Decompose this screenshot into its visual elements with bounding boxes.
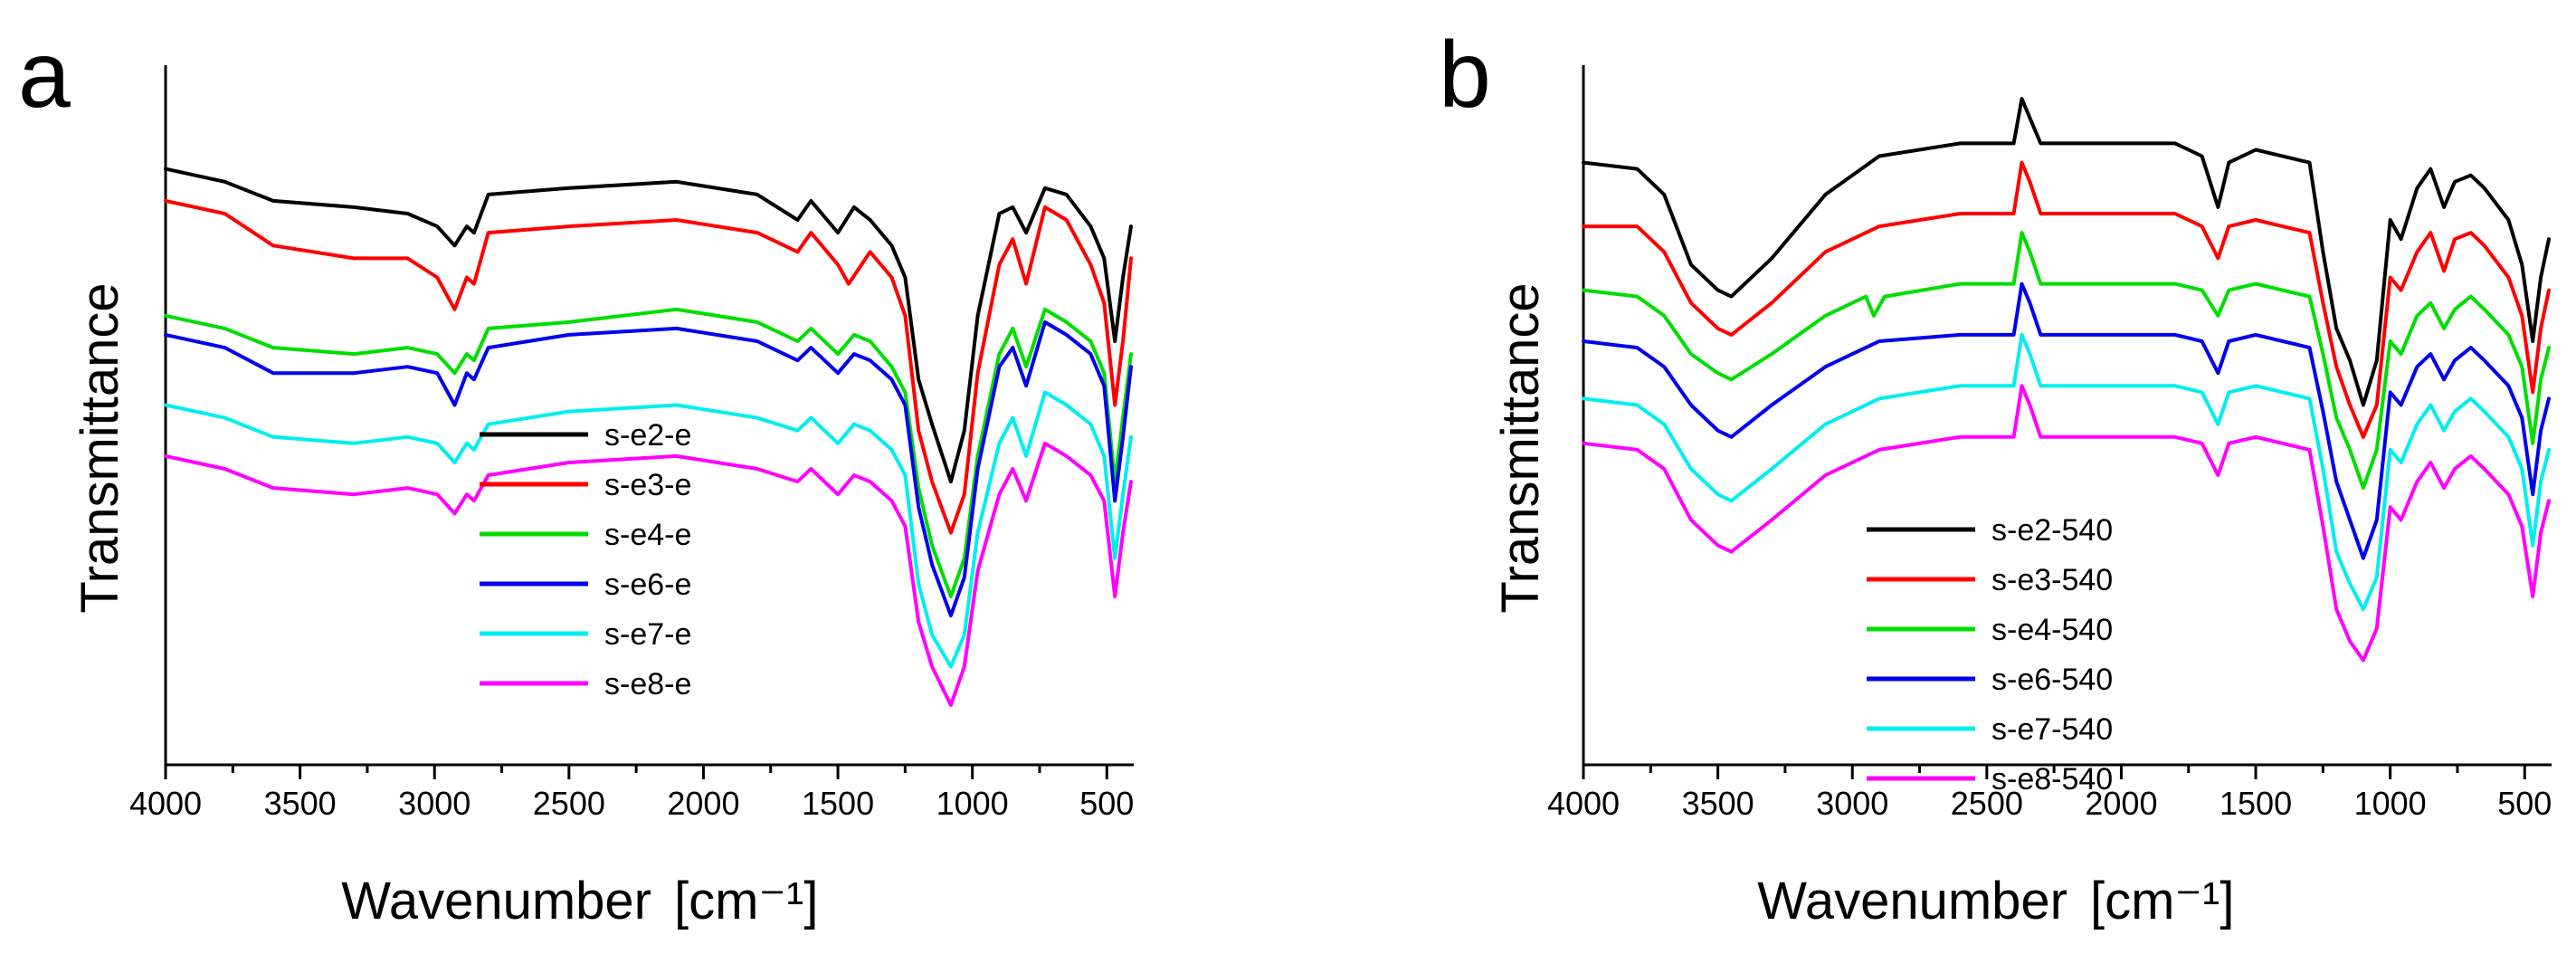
panel-a-x-tick-label: 3500: [264, 785, 337, 822]
panel-b-series-s-e3-540: [1582, 160, 2551, 439]
panel-b-series-s-e8-540: [1582, 384, 2551, 663]
panel-b-legend: s-e2-540 s-e3-540 s-e4-540 s-e6-540 s-e7-540…: [1867, 513, 2113, 797]
legend-label-s-e7-e: s-e7-e: [604, 617, 691, 652]
panel-b-series-s-e2-540: [1582, 97, 2551, 407]
panel-b: b Transmittance Wavenumber [cm⁻¹] 4000 35…: [1439, 23, 2552, 930]
panel-b-x-tick-label: 3500: [1682, 785, 1754, 822]
panel-b-series-s-e4-540: [1582, 231, 2551, 491]
legend-label-s-e8-540: s-e8-540: [1991, 762, 2113, 797]
legend-label-s-e7-540: s-e7-540: [1991, 712, 2113, 747]
panel-b-x-axis-unit: [cm⁻¹]: [2090, 872, 2234, 930]
panel-b-letter: b: [1439, 23, 1491, 128]
panel-b-plot-area: 4000 3500 3000 2500 2000 1500 1000 500s-e2-540s…: [1547, 65, 2552, 822]
legend-label-s-e6-540: s-e6-540: [1991, 663, 2113, 697]
panel-b-axes: [1582, 65, 2552, 767]
legend-label-s-e4-e: s-e4-e: [604, 518, 691, 552]
legend-label-s-e3-540: s-e3-540: [1991, 563, 2113, 597]
panel-a-x-tick-label: 500: [1079, 785, 1134, 822]
panel-a-series-s-e4-e: [164, 307, 1133, 598]
panel-b-x-tick-label: 2500: [1951, 785, 2023, 822]
panel-a-x-axis-unit: [cm⁻¹]: [674, 872, 818, 930]
panel-a-x-tick-label: 4000: [129, 785, 202, 822]
panel-b-x-tick-label: 4000: [1547, 785, 1620, 822]
panel-b-x-tick-label: 500: [2497, 785, 2552, 822]
panel-a: a Transmittance Wavenumber [cm⁻¹] 4000 35…: [18, 23, 1134, 930]
legend-label-s-e6-e: s-e6-e: [604, 568, 691, 602]
panel-b-x-tick-label: 2000: [2085, 785, 2157, 822]
panel-a-series-s-e3-e: [164, 198, 1133, 535]
panel-a-x-tick-label: 2500: [533, 785, 605, 822]
panel-a-x-tick-label: 3000: [398, 785, 471, 822]
panel-b-x-tick-label: 1500: [2220, 785, 2292, 822]
panel-a-x-tick-label: 1000: [936, 785, 1009, 822]
panel-b-series-s-e6-540: [1582, 281, 2551, 560]
legend-label-s-e2-e: s-e2-e: [604, 418, 691, 453]
panel-a-letter: a: [18, 23, 71, 128]
panel-b-x-tick-label: 3000: [1816, 785, 1888, 822]
panel-a-legend: s-e2-e s-e3-e s-e4-e s-e6-e s-e7-e s-e8-e: [480, 418, 691, 701]
panel-b-x-axis-title: Wavenumber: [1757, 872, 2067, 930]
panel-a-series-s-e6-e: [164, 320, 1133, 618]
legend-label-s-e4-540: s-e4-540: [1991, 613, 2113, 647]
panel-a-series-s-e8-e: [164, 441, 1133, 707]
panel-b-x-tick-label: 1000: [2354, 785, 2427, 822]
legend-label-s-e2-540: s-e2-540: [1991, 513, 2113, 548]
panel-a-x-tick-label: 1500: [802, 785, 874, 822]
panel-b-series-s-e7-540: [1582, 332, 2551, 612]
legend-label-s-e3-e: s-e3-e: [604, 468, 691, 502]
panel-a-plot-area: 4000 3500 3000 2500 2000 1500 1000 500s-e2-es-e…: [129, 65, 1134, 822]
panel-a-x-axis-title: Wavenumber: [341, 872, 651, 930]
panel-a-y-axis-title: Transmittance: [71, 282, 129, 613]
panel-b-y-axis-title: Transmittance: [1491, 282, 1550, 613]
panel-a-series-s-e2-e: [164, 167, 1133, 484]
legend-label-s-e8-e: s-e8-e: [604, 667, 691, 701]
panel-a-series-s-e7-e: [164, 390, 1133, 669]
panel-a-x-tick-label: 2000: [667, 785, 739, 822]
